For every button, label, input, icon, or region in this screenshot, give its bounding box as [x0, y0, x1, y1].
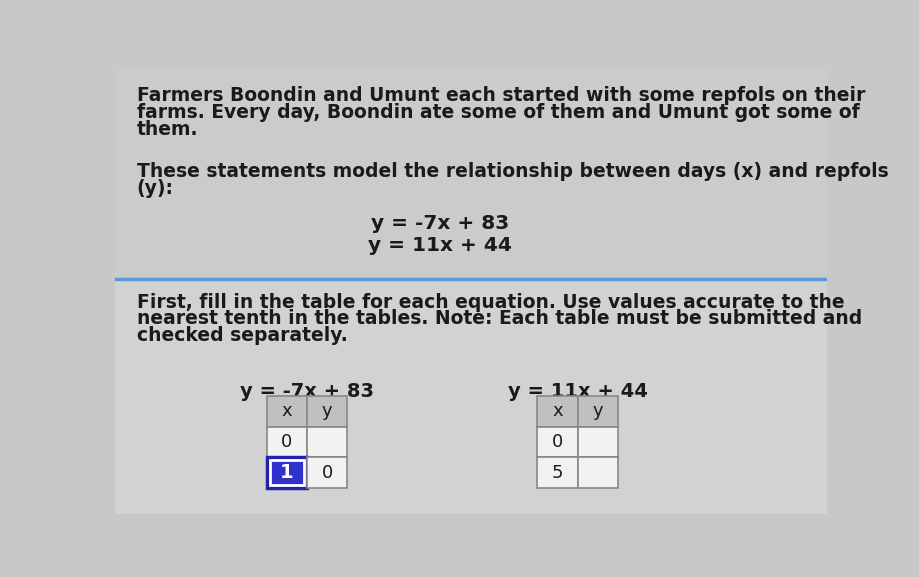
Text: (y):: (y):	[137, 178, 174, 197]
Text: 0: 0	[551, 433, 563, 451]
Text: farms. Every day, Boondin ate some of them and Umunt got some of: farms. Every day, Boondin ate some of th…	[137, 103, 859, 122]
Text: y = -7x + 83: y = -7x + 83	[371, 214, 509, 233]
FancyBboxPatch shape	[577, 396, 618, 426]
FancyBboxPatch shape	[538, 426, 577, 458]
FancyBboxPatch shape	[307, 396, 347, 426]
Text: y = -7x + 83: y = -7x + 83	[240, 382, 374, 401]
Text: 0: 0	[281, 433, 292, 451]
FancyBboxPatch shape	[115, 279, 827, 514]
Text: x: x	[552, 402, 562, 420]
FancyBboxPatch shape	[538, 396, 577, 426]
FancyBboxPatch shape	[270, 460, 304, 485]
Text: y = 11x + 44: y = 11x + 44	[507, 382, 648, 401]
Text: 1: 1	[280, 463, 294, 482]
FancyBboxPatch shape	[307, 458, 347, 488]
FancyBboxPatch shape	[267, 396, 307, 426]
FancyBboxPatch shape	[577, 426, 618, 458]
Text: These statements model the relationship between days (x) and repfols: These statements model the relationship …	[137, 162, 889, 181]
Text: First, fill in the table for each equation. Use values accurate to the: First, fill in the table for each equati…	[137, 293, 845, 312]
Text: them.: them.	[137, 120, 199, 139]
FancyBboxPatch shape	[267, 426, 307, 458]
Text: y: y	[322, 402, 333, 420]
Text: checked separately.: checked separately.	[137, 327, 347, 346]
FancyBboxPatch shape	[577, 458, 618, 488]
FancyBboxPatch shape	[307, 426, 347, 458]
FancyBboxPatch shape	[538, 458, 577, 488]
Text: y: y	[593, 402, 603, 420]
Text: nearest tenth in the tables. Note: Each table must be submitted and: nearest tenth in the tables. Note: Each …	[137, 309, 862, 328]
FancyBboxPatch shape	[115, 69, 827, 279]
Text: 0: 0	[322, 464, 333, 482]
FancyBboxPatch shape	[267, 458, 307, 488]
Text: y = 11x + 44: y = 11x + 44	[369, 235, 512, 254]
Text: 5: 5	[551, 464, 563, 482]
Text: x: x	[281, 402, 292, 420]
Text: Farmers Boondin and Umunt each started with some repfols on their: Farmers Boondin and Umunt each started w…	[137, 86, 865, 105]
